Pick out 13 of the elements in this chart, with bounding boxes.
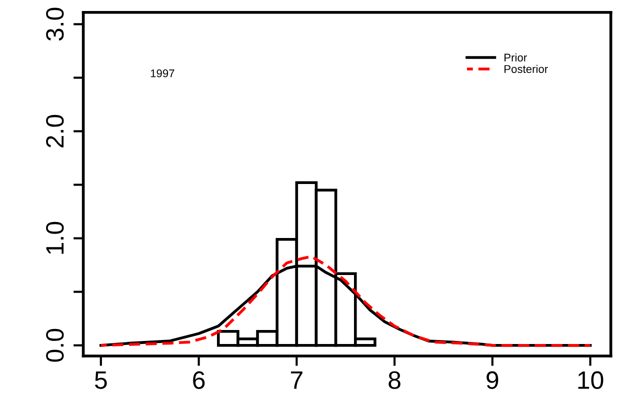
- y-tick-label: 2.0: [46, 114, 64, 148]
- x-tick-label: 5: [94, 372, 107, 389]
- y-tick-label: 1.0: [46, 222, 64, 254]
- legend-label: Prior: [504, 53, 527, 62]
- legend-label: Posterior: [504, 64, 548, 73]
- y-tick-label: 3.0: [46, 8, 64, 41]
- x-tick-label: 7: [290, 372, 302, 389]
- x-tick-label: 8: [388, 371, 400, 389]
- y-tick-label: 0.0: [46, 328, 64, 362]
- x-tick-label: 6: [193, 371, 205, 389]
- annotation: 1997: [150, 69, 174, 78]
- x-tick-label: 10: [578, 371, 604, 389]
- x-tick-label: 9: [486, 371, 498, 389]
